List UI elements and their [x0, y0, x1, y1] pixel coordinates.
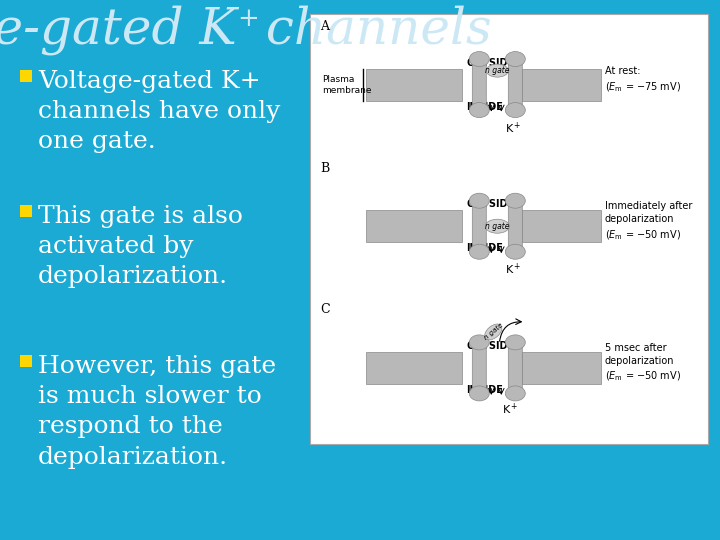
Text: n gate: n gate — [485, 222, 510, 231]
FancyBboxPatch shape — [366, 352, 462, 384]
FancyBboxPatch shape — [522, 352, 600, 384]
Text: OUTSIDE: OUTSIDE — [467, 58, 514, 68]
Ellipse shape — [505, 244, 526, 259]
FancyBboxPatch shape — [522, 210, 600, 242]
FancyBboxPatch shape — [508, 57, 522, 112]
Ellipse shape — [469, 386, 490, 401]
Text: K$^+$: K$^+$ — [505, 262, 522, 278]
Text: K$^+$: K$^+$ — [503, 402, 519, 417]
Text: This gate is also
activated by
depolarization.: This gate is also activated by depolariz… — [38, 205, 243, 288]
Text: INSIDE: INSIDE — [467, 102, 503, 111]
Text: OUTSIDE: OUTSIDE — [467, 199, 514, 210]
Ellipse shape — [505, 335, 526, 350]
Text: Voltage-gated K: Voltage-gated K — [0, 5, 237, 55]
Text: n gate: n gate — [485, 66, 510, 75]
Ellipse shape — [505, 386, 526, 401]
Ellipse shape — [505, 103, 526, 118]
Text: Immediately after
depolarization
($E_{\mathrm{m}}$ = −50 mV): Immediately after depolarization ($E_{\m… — [605, 201, 692, 242]
Text: Plasma
membrane: Plasma membrane — [322, 75, 372, 94]
Ellipse shape — [469, 193, 490, 208]
FancyBboxPatch shape — [310, 14, 708, 444]
Ellipse shape — [505, 193, 526, 208]
Ellipse shape — [485, 324, 502, 340]
Text: K$^+$: K$^+$ — [505, 120, 522, 136]
Text: n gate: n gate — [482, 321, 504, 341]
Text: Voltage-gated K+
channels have only
one gate.: Voltage-gated K+ channels have only one … — [38, 70, 280, 153]
Text: channels: channels — [250, 5, 492, 55]
FancyBboxPatch shape — [472, 199, 486, 254]
FancyBboxPatch shape — [20, 70, 32, 82]
FancyBboxPatch shape — [366, 210, 462, 242]
FancyBboxPatch shape — [366, 69, 462, 100]
Text: 5 msec after
depolarization
($E_{\mathrm{m}}$ = −50 mV): 5 msec after depolarization ($E_{\mathrm… — [605, 343, 680, 383]
Text: OUTSIDE: OUTSIDE — [467, 341, 514, 351]
Text: A: A — [320, 20, 329, 33]
Ellipse shape — [485, 219, 509, 233]
FancyBboxPatch shape — [472, 57, 486, 112]
Text: However, this gate
is much slower to
respond to the
depolarization.: However, this gate is much slower to res… — [38, 355, 276, 469]
FancyBboxPatch shape — [20, 205, 32, 217]
Text: +: + — [237, 5, 258, 30]
Ellipse shape — [486, 64, 508, 77]
Ellipse shape — [469, 103, 490, 118]
Text: At rest:
($E_{\mathrm{m}}$ = −75 mV): At rest: ($E_{\mathrm{m}}$ = −75 mV) — [605, 66, 680, 93]
Ellipse shape — [469, 244, 490, 259]
Ellipse shape — [469, 335, 490, 350]
Text: C: C — [320, 303, 330, 316]
FancyBboxPatch shape — [522, 69, 600, 100]
Text: INSIDE: INSIDE — [467, 243, 503, 253]
Text: B: B — [320, 161, 329, 174]
Ellipse shape — [469, 51, 490, 66]
FancyBboxPatch shape — [508, 199, 522, 254]
FancyBboxPatch shape — [472, 340, 486, 395]
FancyBboxPatch shape — [508, 340, 522, 395]
FancyBboxPatch shape — [20, 355, 32, 367]
Ellipse shape — [505, 51, 526, 66]
Text: INSIDE: INSIDE — [467, 385, 503, 395]
